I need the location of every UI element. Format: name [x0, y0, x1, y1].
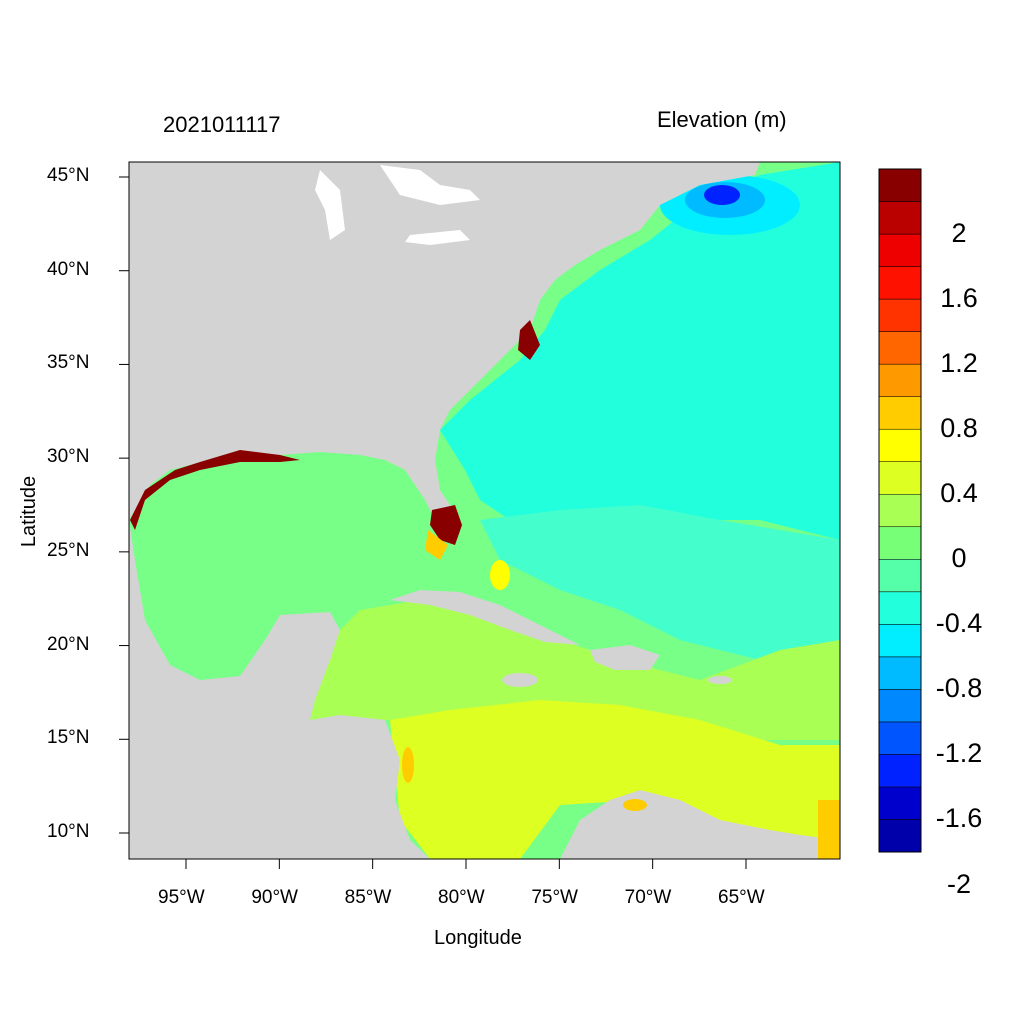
- venezuela-yellow: [623, 799, 647, 811]
- x-tick-label: 65°W: [718, 887, 765, 908]
- x-axis-ticks: [185, 859, 747, 869]
- colorbar-segment: [878, 559, 922, 593]
- colorbar-label: -0.4: [935, 608, 983, 639]
- colorbar-segment: [878, 168, 922, 202]
- y-axis-title: Latitude: [18, 475, 41, 548]
- florida-yellow: [425, 530, 448, 560]
- colorbar-segment: [878, 233, 922, 267]
- y-tick-label: 10°N: [47, 821, 90, 842]
- cuba-land: [390, 590, 580, 645]
- colorbar-label: 0.4: [940, 478, 978, 509]
- colorbar-label: -1.6: [935, 803, 983, 834]
- great-lakes: [315, 165, 480, 245]
- colorbar-segment: [878, 624, 922, 658]
- colorbar-label: -0.8: [935, 673, 983, 704]
- variable-title: Elevation (m): [657, 107, 787, 132]
- south-caribbean: [390, 700, 840, 859]
- colorbar-segment: [878, 331, 922, 365]
- y-tick-label: 45°N: [47, 165, 90, 186]
- nicaragua-yellow: [402, 747, 414, 783]
- north-america-land: [129, 162, 760, 545]
- gulf-coast-surge: [130, 450, 300, 530]
- colorbar-segment: [878, 656, 922, 690]
- colorbar-label: 2: [951, 218, 967, 249]
- y-axis-ticks: [119, 176, 129, 834]
- colorbar-label: -2: [946, 868, 971, 899]
- puerto-rico-land: [708, 676, 732, 684]
- colorbar-segment: [878, 266, 922, 300]
- bahamas-yellow: [490, 560, 510, 590]
- colorbar-segment: [878, 754, 922, 788]
- colorbar-label: 1.6: [940, 283, 978, 314]
- x-tick-label: 75°W: [531, 887, 578, 908]
- y-tick-label: 20°N: [47, 633, 90, 655]
- colorbar-segment: [878, 786, 922, 820]
- y-tick-label: 35°N: [47, 352, 90, 374]
- colorbar-segment: [878, 591, 922, 625]
- x-tick-label: 90°W: [251, 887, 298, 908]
- y-tick-label: 25°N: [47, 539, 90, 561]
- colorbar-segment: [878, 201, 922, 235]
- y-tick-label: 40°N: [47, 258, 90, 280]
- y-tick-label: 15°N: [47, 727, 90, 749]
- hispaniola-land: [590, 645, 660, 670]
- colorbar-segment: [878, 819, 922, 853]
- plot-frame: [128, 161, 841, 860]
- northeast-low-core: [704, 185, 740, 205]
- colorbar-label: 0: [951, 543, 967, 574]
- map-content: [129, 162, 840, 859]
- colorbar-segment: [878, 526, 922, 560]
- florida-surge: [430, 505, 462, 545]
- caribbean-sea: [310, 600, 840, 740]
- east-yellow: [818, 800, 840, 859]
- east-coast-surge: [518, 320, 540, 360]
- x-tick-label: 70°W: [624, 887, 672, 908]
- colorbar-segment: [878, 428, 922, 462]
- x-tick-label: 80°W: [438, 887, 485, 908]
- gulf-of-mexico: [135, 455, 440, 680]
- x-axis-title: Longitude: [434, 927, 522, 949]
- x-tick-label: 95°W: [158, 887, 205, 908]
- colorbar-segment: [878, 298, 922, 332]
- colorbar-label: 1.2: [940, 348, 978, 379]
- jamaica-land: [502, 673, 538, 687]
- colorbar-segment: [878, 493, 922, 528]
- colorbar-segment: [878, 396, 922, 430]
- atlantic-ocean: [440, 162, 840, 540]
- colorbar-segment: [878, 689, 922, 723]
- mexico-land: [129, 520, 430, 859]
- x-tick-label: 85°W: [344, 887, 392, 908]
- colorbar-label: 0.8: [940, 413, 978, 444]
- colorbar-segment: [878, 363, 922, 397]
- colorbar-label: -1.2: [935, 738, 983, 769]
- colorbar-frame: [878, 168, 922, 853]
- date-title: 2021011117: [163, 112, 281, 137]
- colorbar: [878, 168, 922, 853]
- y-tick-label: 30°N: [47, 446, 90, 468]
- atlantic-lower-band: [480, 505, 840, 660]
- colorbar-segment: [878, 721, 922, 755]
- colorbar-segment: [878, 461, 922, 495]
